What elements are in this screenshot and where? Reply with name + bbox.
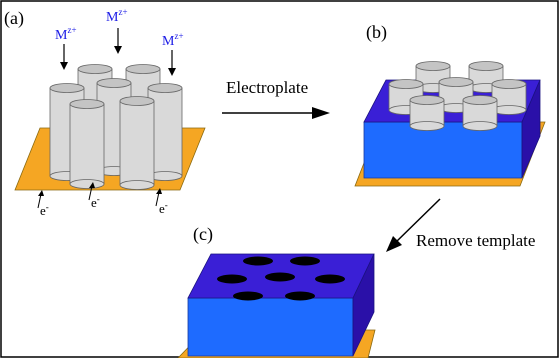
ion-label: Mz+ [162,31,184,49]
panel-a-label: (a) [4,8,24,29]
panel-c-template-side [352,253,375,357]
electron-marker: e- [88,182,100,210]
panel-a-nanowire [69,99,105,189]
ion-arrow-down [168,50,176,76]
electroplate-label: Electroplate [226,78,308,97]
panel-b-nanowire [462,95,498,131]
panel-c-pore [265,272,295,282]
panel-b-label: (b) [366,22,387,43]
remove-template-label: Remove template [416,231,535,250]
electroplate-arrowhead [312,107,330,119]
panel-c-pore [233,291,263,301]
panel-a: (a) [4,7,206,218]
svg-text:e-: e- [159,200,168,216]
remove-template-step: Remove template [386,198,535,252]
panel-c: (c) [177,224,376,359]
panel-c-pore [290,256,320,266]
panel-c-pore [243,256,273,266]
panel-b-template-front [363,121,523,179]
panel-c-pore [217,274,247,284]
panel-c-pore [285,291,315,301]
panel-b-nanowire [409,95,445,131]
ion-arrow-down [60,44,68,70]
ion-label: Mz+ [55,25,77,43]
panel-b-nanowire [491,79,527,115]
electroplate-step: Electroplate [222,78,330,119]
panel-c-label: (c) [193,224,213,245]
electron-marker: e- [37,190,49,218]
panel-c-pore [315,274,345,284]
remove-template-arrowhead [386,236,402,252]
panel-c-template-front [187,297,354,357]
panel-b: (b) [354,22,546,187]
panel-a-nanowire [119,96,155,190]
electron-marker: e- [155,188,168,216]
remove-template-arrow [394,198,441,244]
ion-label: Mz+ [106,7,128,25]
ion-arrow-down [114,28,122,54]
svg-text:e-: e- [40,202,49,218]
panel-b-template-side [521,79,541,179]
svg-text:e-: e- [91,194,100,210]
